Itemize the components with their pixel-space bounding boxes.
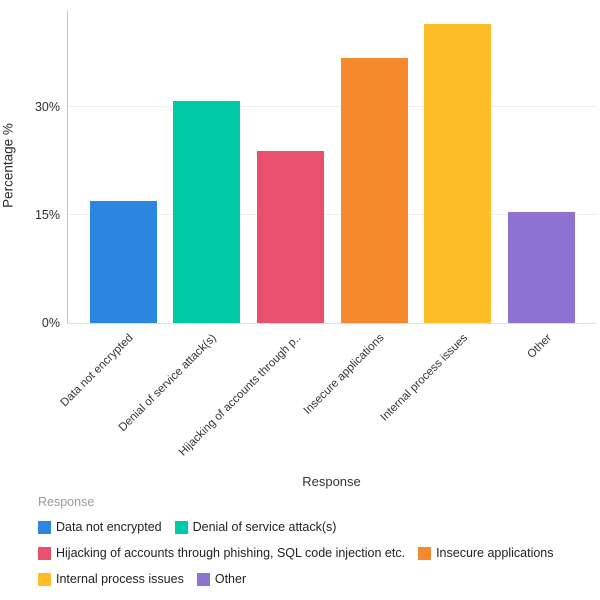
x-tick-label: Data not encrypted — [58, 332, 136, 410]
bar-5[interactable] — [424, 24, 492, 323]
x-tick-label: Insecure applications — [301, 332, 387, 417]
legend-swatch-icon — [418, 546, 432, 560]
y-tick-label: 30% — [34, 100, 60, 115]
legend-swatch-icon — [38, 572, 51, 586]
legend-title: Response — [38, 495, 95, 509]
gridline — [68, 214, 597, 216]
legend-item-1[interactable]: Data not encrypted — [38, 514, 162, 540]
bar-4[interactable] — [340, 58, 408, 323]
legend-item-label: Insecure applications — [436, 546, 554, 560]
legend-item-4[interactable]: Insecure applications — [418, 540, 554, 566]
legend-swatch-icon — [196, 572, 210, 586]
legend-item-2[interactable]: Denial of service attack(s) — [174, 514, 337, 540]
gridline — [68, 106, 597, 108]
legend-item-5[interactable]: Internal process issues — [38, 566, 184, 592]
x-tick-label: Other — [525, 332, 554, 361]
x-axis-title: Response — [302, 474, 361, 489]
x-tick-label: Internal process issues — [378, 332, 471, 424]
x-tick-label: Denial of service attack(s) — [117, 332, 220, 435]
y-tick-label: 15% — [34, 208, 60, 223]
legend-swatch-icon — [38, 520, 51, 534]
bar-2[interactable] — [173, 101, 241, 323]
legend-swatch-icon — [38, 546, 51, 560]
legend-item-label: Internal process issues — [56, 572, 184, 586]
legend-item-label: Other — [214, 572, 247, 586]
bar-3[interactable] — [256, 151, 324, 323]
bar-6[interactable] — [508, 212, 575, 323]
legend-item-label: Data not encrypted — [56, 520, 162, 534]
bar-1[interactable] — [89, 200, 157, 323]
legend: Response Data not encrypted Denial of ser… — [38, 495, 598, 592]
legend-item-label: Denial of service attack(s) — [192, 520, 337, 534]
plot-area — [67, 10, 597, 324]
legend-item-6[interactable]: Other — [196, 566, 247, 592]
y-tick-label: 0% — [41, 316, 60, 330]
legend-item-label: Hijacking of accounts through phishing, … — [56, 546, 406, 560]
legend-item-3[interactable]: Hijacking of accounts through phishing, … — [38, 540, 405, 566]
legend-items: Data not encrypted Denial of service atta… — [38, 514, 598, 592]
legend-swatch-icon — [174, 520, 188, 534]
